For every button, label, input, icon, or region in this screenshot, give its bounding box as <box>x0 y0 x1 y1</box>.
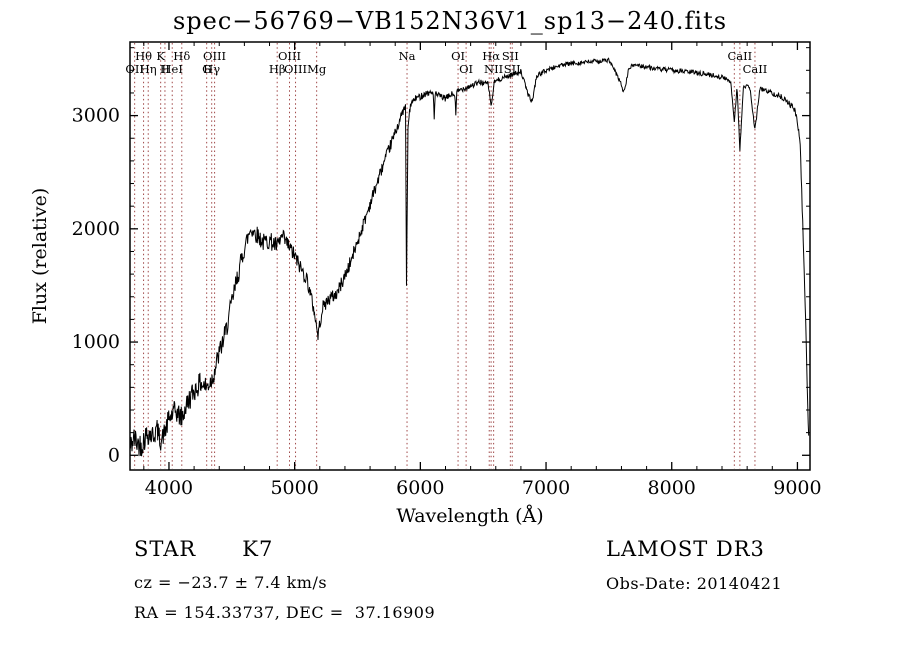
spectral-line-label: K <box>156 49 165 63</box>
coordinates: RA = 154.33737, DEC = 37.16909 <box>134 603 436 622</box>
x-tick-label: 5000 <box>270 477 318 499</box>
y-tick-label: 0 <box>108 444 120 466</box>
y-tick-label: 2000 <box>72 218 120 240</box>
spectrum-line <box>130 57 810 457</box>
cz-value: cz = −23.7 ± 7.4 km/s <box>134 573 328 592</box>
x-tick-label: 8000 <box>648 477 696 499</box>
spectral-line-label: Na <box>399 49 416 63</box>
plot-title: spec−56769−VB152N36V1_sp13−240.fits <box>172 7 728 35</box>
survey-label: LAMOST DR3 <box>606 537 765 561</box>
x-tick-label: 7000 <box>522 477 570 499</box>
spectral-line-label: OI <box>459 62 473 76</box>
spectral-line-label: CaII <box>727 49 752 63</box>
obs-date: Obs-Date: 20140421 <box>606 574 783 593</box>
spectral-line-label: SII <box>504 62 521 76</box>
spectral-line-label: H <box>160 62 170 76</box>
spectral-line-label: NII <box>484 62 503 76</box>
y-tick-label: 1000 <box>72 331 120 353</box>
spectral-line-label: G <box>202 62 211 76</box>
spectral-line-label: Mg <box>307 62 327 76</box>
spectral-line-label: SII <box>502 49 519 63</box>
x-axis-title: Wavelength (Å) <box>396 505 543 527</box>
spectral-line-label: OIII <box>278 49 301 63</box>
spectral-line-markers <box>134 43 756 469</box>
spectral-line-label: CaII <box>743 62 768 76</box>
spectral-line-label: OI <box>451 49 465 63</box>
spectral-line-label: OIII <box>284 62 307 76</box>
x-tick-label: 4000 <box>145 477 193 499</box>
y-axis-title: Flux (relative) <box>29 188 51 325</box>
spectral-line-label: Hδ <box>173 49 190 63</box>
spectral-line-label: Hθ <box>135 49 152 63</box>
spectral-line-label: OII <box>125 62 144 76</box>
object-class-label: STAR K7 <box>134 537 274 561</box>
spectral-line-label: Hη <box>140 62 157 76</box>
spectral-line-label: OIII <box>203 49 226 63</box>
spectral-line-label: HeI <box>162 62 183 76</box>
spectral-line-label: Hα <box>482 49 500 63</box>
x-tick-label: 9000 <box>773 477 821 499</box>
x-tick-label: 6000 <box>396 477 444 499</box>
y-tick-label: 3000 <box>72 105 120 127</box>
spectral-line-label: Hβ <box>269 62 286 76</box>
spectral-line-label: Hγ <box>203 62 220 76</box>
plot-frame <box>129 41 811 471</box>
